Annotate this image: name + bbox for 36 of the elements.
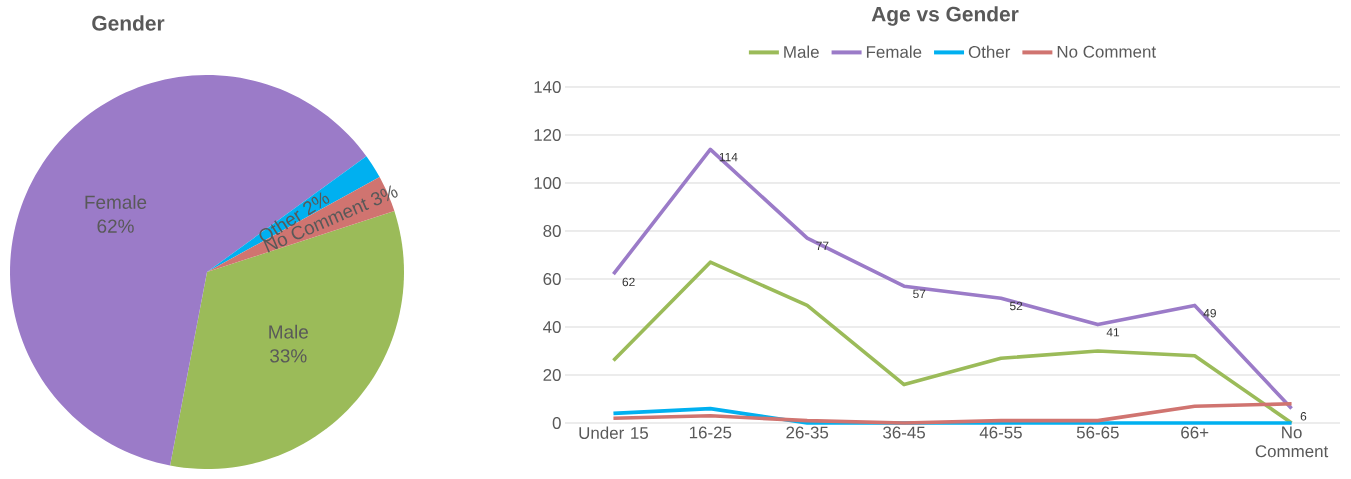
legend-label: Other [968, 45, 1011, 58]
data-label: 6 [1300, 412, 1307, 421]
chart-title: Age vs Gender [871, 6, 1019, 26]
y-tick-label: 140 [534, 81, 561, 93]
data-label: 3% [370, 185, 398, 206]
x-tick-label: 36-45 [883, 426, 926, 439]
slice-label: Male [269, 324, 308, 339]
line-series [611, 260, 1294, 425]
data-label: 62 [622, 277, 635, 287]
slice-label: Female [85, 195, 147, 209]
legend-label: Female [866, 45, 922, 58]
line-series [611, 147, 1294, 411]
x-tick-label: No Comment [1255, 426, 1329, 458]
y-tick-label: 100 [534, 177, 561, 189]
y-tick-label: 0 [552, 417, 561, 429]
x-tick-label: Under 15 [579, 426, 649, 439]
y-tick-label: 40 [543, 321, 561, 333]
legend-label: Male [784, 45, 819, 58]
data-label: 114 [719, 152, 738, 162]
x-tick-label: 66+ [1181, 426, 1209, 439]
y-tick-label: 120 [534, 129, 561, 141]
data-label: 62% [97, 219, 134, 233]
legend-label: No Comment [1057, 45, 1156, 58]
data-label: 52 [1009, 301, 1023, 311]
x-tick-label: 16-25 [689, 426, 732, 439]
data-label: 41 [1106, 328, 1120, 337]
data-label: 49 [1203, 308, 1216, 318]
y-tick-label: 20 [543, 369, 561, 381]
y-tick-label: 80 [543, 225, 561, 237]
data-label: 33% [270, 349, 307, 363]
y-tick-label: 60 [543, 273, 561, 285]
data-label: 57 [913, 289, 926, 299]
chart-title: Gender [92, 15, 165, 31]
x-tick-label: 26-35 [786, 426, 829, 439]
x-tick-label: 46-55 [979, 426, 1022, 439]
x-tick-label: 56-65 [1076, 426, 1119, 439]
